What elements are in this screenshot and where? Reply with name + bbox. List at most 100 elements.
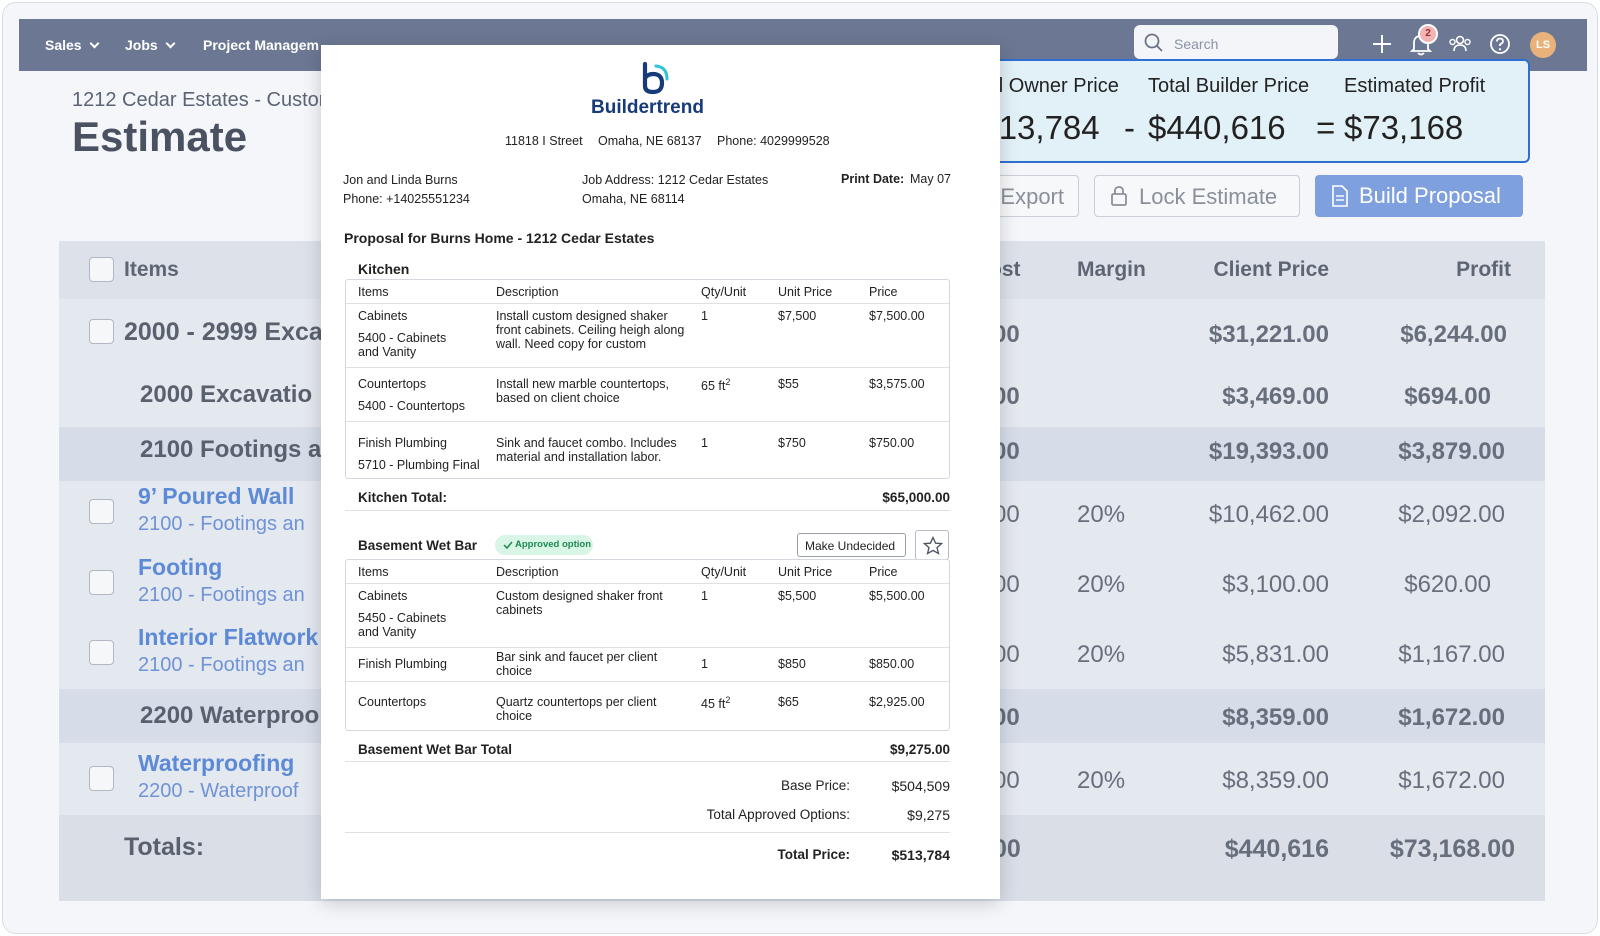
row-checkbox[interactable]	[89, 499, 114, 524]
line-item-link[interactable]: Waterproofing	[138, 750, 295, 776]
select-all-checkbox[interactable]	[89, 257, 114, 282]
equals-sign: =	[1316, 109, 1336, 146]
company-phone: Phone: 4029999528	[717, 134, 830, 148]
search-input[interactable]: Search	[1134, 25, 1338, 59]
base-price-value: $504,509	[891, 778, 950, 794]
wet-bar-item-price: $5,500.00	[869, 589, 925, 603]
wet-bar-item-desc: choice	[496, 664, 533, 678]
profit-cell: $6,244.00	[1400, 321, 1507, 348]
line-item-link[interactable]: Interior Flatwork	[138, 624, 319, 650]
notification-badge: 2	[1418, 24, 1438, 44]
col-description: Description	[496, 565, 559, 579]
avatar[interactable]: LS	[1530, 32, 1556, 58]
breadcrumb[interactable]: 1212 Cedar Estates - Custor	[72, 89, 326, 111]
kitchen-item-name: Finish Plumbing	[358, 436, 447, 450]
team-icon[interactable]	[1447, 31, 1473, 57]
profit-cell: $1,672.00	[1398, 767, 1505, 794]
column-header-client-price[interactable]: Client Price	[1213, 258, 1329, 281]
kitchen-item-desc: material and installation labor.	[496, 450, 662, 464]
builder-price-value: $440,616	[1148, 109, 1286, 146]
price-summary-card: Total Owner Price Total Builder Price Es…	[926, 59, 1530, 163]
search-icon	[1144, 33, 1163, 52]
kitchen-table	[345, 279, 950, 479]
kitchen-item-code: 5710 - Plumbing Final	[358, 458, 480, 472]
search-placeholder: Search	[1174, 36, 1219, 52]
col-price: Price	[869, 285, 898, 299]
kitchen-item-code: 5400 - Cabinets	[358, 331, 447, 345]
wet-bar-item-price: $2,925.00	[869, 695, 925, 709]
kitchen-item-desc: based on client choice	[496, 391, 620, 405]
line-item-cost-code: 2100 - Footings an	[138, 584, 305, 606]
build-proposal-button[interactable]: Build Proposal	[1315, 175, 1523, 217]
margin-cell[interactable]: 20%	[1077, 571, 1126, 598]
client-price-cell: $10,462.00	[1208, 501, 1329, 528]
margin-cell[interactable]: 20%	[1077, 767, 1126, 794]
brand-name: Buildertrend	[591, 97, 704, 118]
wet-bar-item-unit: $5,500	[778, 589, 817, 603]
nav-jobs[interactable]: Jobs	[125, 37, 176, 53]
column-header-margin[interactable]: Margin	[1077, 258, 1146, 281]
kitchen-item-desc: Install new marble countertops,	[496, 377, 670, 391]
totals-label: Totals:	[124, 833, 205, 861]
proposal-document: Buildertrend 11818 I Street Omaha, NE 68…	[321, 45, 1000, 899]
total-price-value: $513,784	[891, 847, 950, 863]
page-title: Estimate	[72, 113, 248, 160]
client-price-cell: $3,100.00	[1222, 571, 1329, 598]
kitchen-item-unit: $7,500	[778, 309, 817, 323]
col-unit-price: Unit Price	[778, 285, 833, 299]
column-header-items[interactable]: Items	[124, 258, 179, 281]
column-header-profit[interactable]: Profit	[1456, 258, 1511, 281]
row-checkbox[interactable]	[89, 640, 114, 665]
nav-sales[interactable]: Sales	[45, 37, 100, 53]
nav-project-management[interactable]: Project Managem	[203, 37, 319, 53]
kitchen-total-value: $65,000.00	[882, 490, 950, 505]
line-item-link[interactable]: 9’ Poured Wall	[138, 483, 295, 509]
wet-bar-item-code: 5450 - Cabinets	[358, 611, 447, 625]
wet-bar-total-value: $9,275.00	[889, 742, 950, 757]
wet-bar-item-code: and Vanity	[358, 625, 417, 639]
favorite-button[interactable]	[915, 530, 949, 560]
profit-cell: $1,167.00	[1398, 641, 1505, 668]
owner-price-label: Total Owner Price	[961, 75, 1119, 97]
kitchen-item-qty: 1	[701, 309, 708, 323]
margin-cell[interactable]: 20%	[1077, 641, 1126, 668]
col-items: Items	[358, 285, 389, 299]
subgroup-row-name[interactable]: 2100 Footings a	[140, 436, 322, 463]
help-icon[interactable]	[1487, 31, 1513, 57]
kitchen-item-unit: $55	[778, 377, 799, 391]
kitchen-item-name: Countertops	[358, 377, 427, 391]
wet-bar-item-qty: 1	[701, 657, 708, 671]
col-items: Items	[358, 565, 389, 579]
chevron-down-icon	[165, 38, 176, 49]
make-undecided-button[interactable]: Make Undecided	[797, 533, 906, 557]
col-unit-price: Unit Price	[778, 565, 833, 579]
section-title-wet-bar: Basement Wet Bar	[358, 538, 478, 553]
plus-icon[interactable]	[1369, 31, 1395, 57]
line-item-link[interactable]: Footing	[138, 554, 223, 580]
kitchen-item-price: $750.00	[869, 436, 915, 450]
lock-estimate-button[interactable]: Lock Estimate	[1094, 175, 1300, 217]
client-price-cell: $5,831.00	[1222, 641, 1329, 668]
row-checkbox[interactable]	[89, 319, 114, 344]
kitchen-item-code: 5400 - Countertops	[358, 399, 466, 413]
group-row-name[interactable]: 2000 - 2999 Exca	[124, 318, 323, 346]
subgroup-row-name[interactable]: 2000 Excavatio	[140, 381, 313, 408]
lock-icon	[1111, 186, 1127, 206]
row-checkbox[interactable]	[89, 570, 114, 595]
wet-bar-item-desc: Quartz countertops per client	[496, 695, 657, 709]
profit-cell: $620.00	[1404, 571, 1491, 598]
client-price-cell: $19,393.00	[1208, 438, 1329, 465]
subgroup-row-name[interactable]: 2200 Waterproo	[140, 702, 320, 729]
wet-bar-item-desc: choice	[496, 709, 533, 723]
client-price-cell: $31,221.00	[1208, 321, 1329, 348]
approved-option-badge: Approved option	[495, 535, 593, 555]
margin-cell[interactable]: 20%	[1077, 501, 1126, 528]
wet-bar-item-name: Countertops	[358, 695, 427, 709]
client-price-cell: $8,359.00	[1222, 704, 1329, 731]
kitchen-item-name: Cabinets	[358, 309, 408, 323]
row-checkbox[interactable]	[89, 766, 114, 791]
kitchen-item-code: and Vanity	[358, 345, 417, 359]
client-price-cell: $3,469.00	[1222, 383, 1329, 410]
wet-bar-item-unit: $65	[778, 695, 799, 709]
buildertrend-logo-icon	[642, 61, 669, 95]
